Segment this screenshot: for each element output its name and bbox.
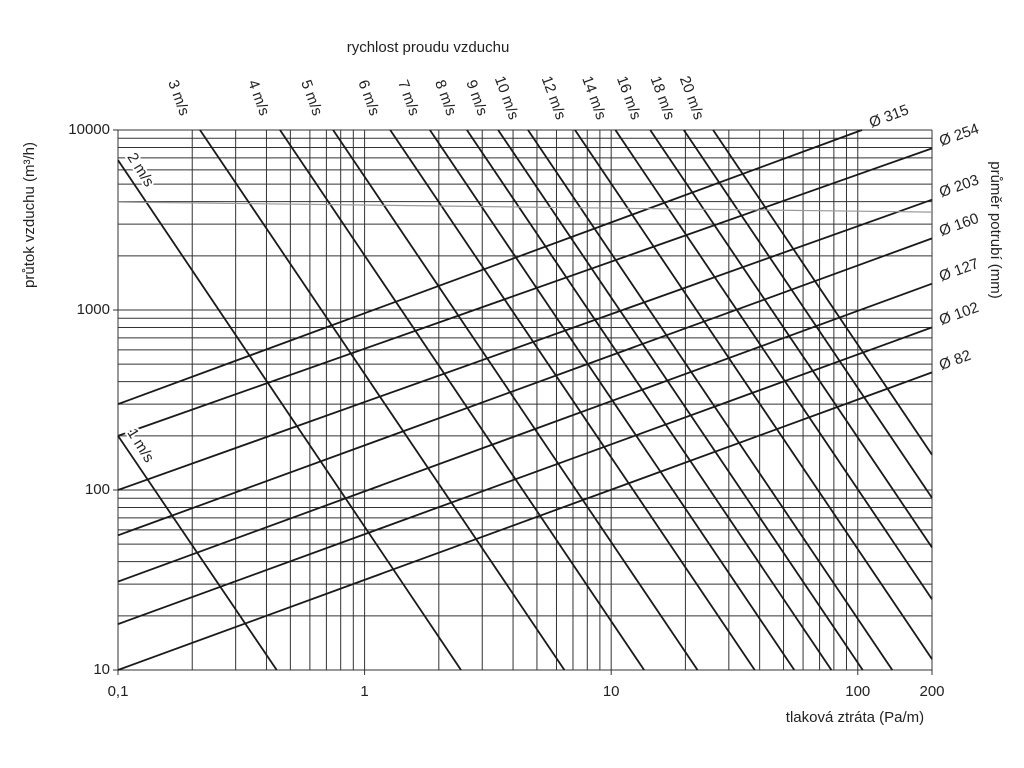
series-line [117, 147, 933, 437]
line-label: 12 m/s [538, 74, 569, 122]
series-line [527, 129, 894, 671]
line-label: 18 m/s [647, 74, 678, 122]
line-label: 9 m/s [462, 78, 491, 118]
chart-title: rychlost proudu vzduchu [347, 39, 510, 56]
line-label: 6 m/s [354, 78, 383, 118]
x-tick-label: 200 [919, 683, 944, 700]
y-tick-label: 10 [93, 661, 110, 678]
line-label: Ø 203 [937, 171, 981, 201]
line-label: 20 m/s [676, 74, 707, 122]
series-line [574, 129, 933, 660]
line-label: 14 m/s [578, 74, 609, 122]
series-line [712, 129, 933, 456]
line-label: 4 m/s [244, 78, 273, 118]
line-label: Ø 160 [937, 210, 981, 240]
line-label: 5 m/s [297, 78, 326, 118]
line-label: Ø 315 [867, 101, 911, 131]
series-line [279, 129, 645, 671]
series-line [332, 129, 699, 671]
line-label: 7 m/s [394, 78, 423, 118]
series-line [117, 326, 933, 625]
x-tick-label: 1 [360, 683, 368, 700]
line-label: 16 m/s [613, 74, 644, 122]
series-line [117, 129, 863, 405]
x-tick-label: 10 [603, 683, 620, 700]
series-line [117, 282, 933, 583]
line-label: 10 m/s [491, 74, 522, 122]
line-label: 1 m/s [124, 425, 158, 465]
series-line [117, 237, 933, 537]
series-line [497, 129, 864, 671]
series-line [429, 129, 796, 671]
y2-axis-label: průměr potrubí (mm) [987, 161, 1004, 299]
series-line [199, 129, 566, 671]
y-tick-label: 10000 [68, 121, 110, 138]
series-line [117, 198, 933, 491]
series-line [117, 201, 933, 213]
series-line [117, 371, 933, 671]
line-label: 3 m/s [164, 78, 193, 118]
x-tick-label: 0,1 [108, 683, 129, 700]
series-line [649, 129, 933, 549]
series-line [117, 159, 462, 671]
line-label: Ø 127 [937, 255, 981, 285]
series-line [614, 129, 933, 600]
line-label: Ø 82 [937, 347, 973, 374]
y-axis-label: průtok vzduchu (m³/h) [21, 142, 38, 288]
series-line [683, 129, 933, 499]
line-label: Ø 102 [937, 299, 981, 329]
y-tick-label: 100 [85, 481, 110, 498]
x-tick-label: 100 [845, 683, 870, 700]
series-line [117, 435, 278, 671]
y-tick-label: 1000 [77, 301, 110, 318]
line-label: 8 m/s [431, 78, 460, 118]
series-line [466, 129, 833, 671]
line-label: Ø 254 [937, 120, 981, 150]
x-axis-label: tlaková ztráta (Pa/m) [786, 709, 924, 726]
series-line [389, 129, 756, 671]
